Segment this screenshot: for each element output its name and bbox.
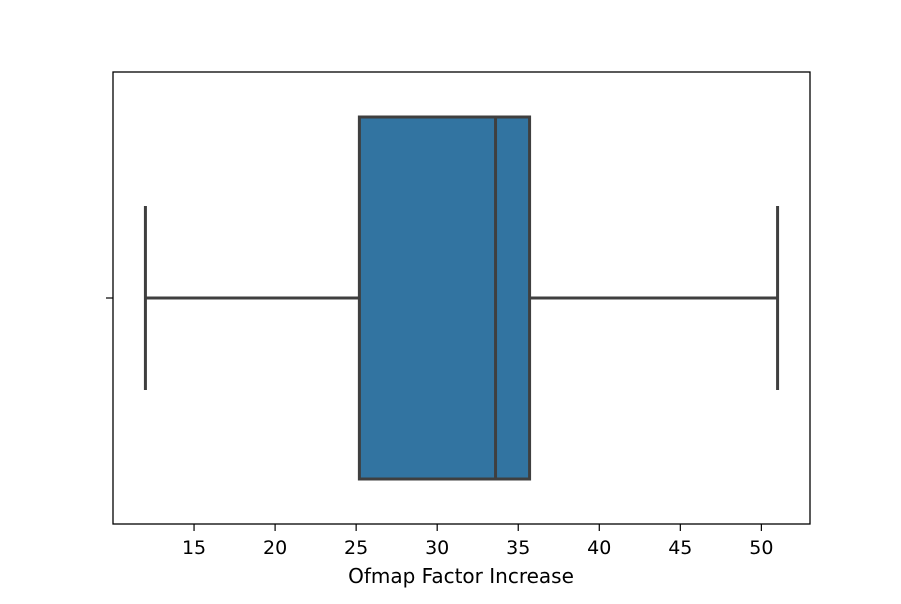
x-axis-ticks: 15 20 25 30 35 40 45 50 — [182, 524, 773, 559]
x-tick-label: 15 — [182, 537, 206, 559]
x-tick-label: 20 — [263, 537, 287, 559]
x-axis-label: Ofmap Factor Increase — [348, 564, 574, 588]
x-tick-label: 35 — [506, 537, 530, 559]
x-tick-label: 40 — [587, 537, 611, 559]
x-tick-label: 50 — [749, 537, 773, 559]
x-tick-label: 25 — [344, 537, 368, 559]
interquartile-box — [357, 115, 532, 481]
plot-area — [143, 115, 780, 481]
x-tick-label: 30 — [425, 537, 449, 559]
x-tick-label: 45 — [668, 537, 692, 559]
